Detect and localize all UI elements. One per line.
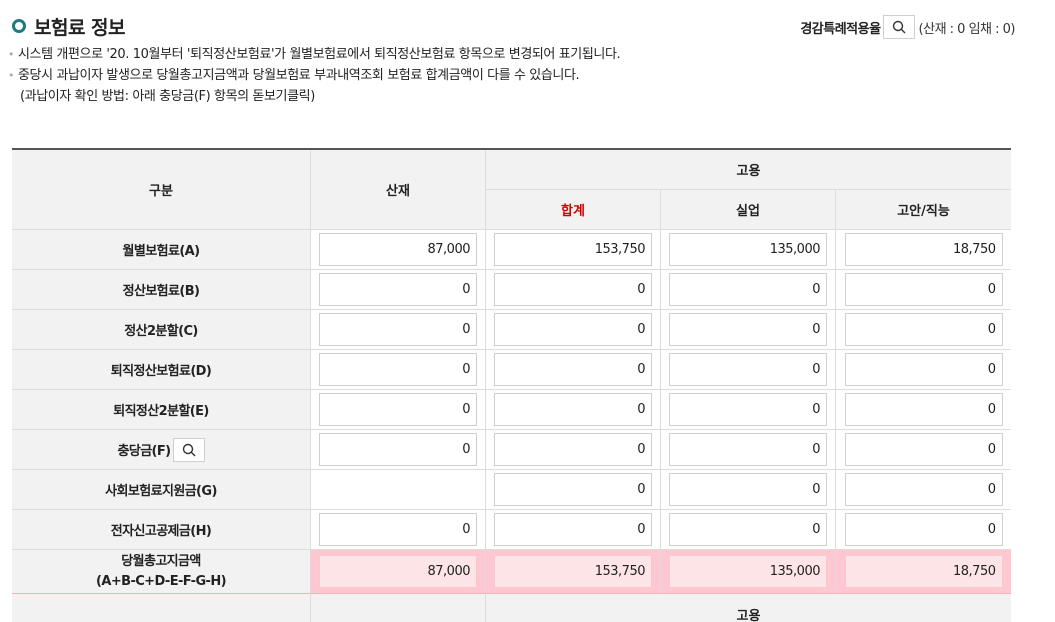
total-label-line1: 당월총고지금액 bbox=[121, 553, 201, 569]
note-subtext: (과납이자 확인 방법: 아래 충당금(F) 항목의 돋보기클릭) bbox=[20, 89, 315, 104]
row-label: 정산보험료(B) bbox=[12, 270, 311, 310]
unemployment-value-input[interactable]: 0 bbox=[669, 273, 827, 306]
header-stability: 고안/직능 bbox=[836, 190, 1011, 230]
total-value-input[interactable]: 0 bbox=[494, 473, 652, 506]
special-rate-label: 경감특례적용율 bbox=[800, 21, 881, 37]
table-row: 전자신고공제금(H) 0 0 0 0 bbox=[12, 510, 1011, 550]
next-header-goyong: 고용 bbox=[486, 594, 1011, 622]
header-sanjae: 산재 bbox=[311, 150, 486, 230]
table-row: 사회보험료지원금(G) 0 0 0 bbox=[12, 470, 1011, 510]
row-label-with-search: 충당금(F) bbox=[12, 430, 311, 470]
note-item: • 중당시 과납이자 발생으로 당월총고지금액과 당월보험료 부과내역조회 보험… bbox=[8, 65, 620, 86]
sanjae-value-input[interactable]: 0 bbox=[319, 353, 477, 386]
bullet-dot-icon: • bbox=[8, 69, 15, 82]
stability-value-input[interactable]: 0 bbox=[844, 393, 1003, 426]
total-label-line2: (A+B-C+D-E-F-G-H) bbox=[96, 573, 227, 589]
total-row: 당월총고지금액 (A+B-C+D-E-F-G-H) 87,000 153,750… bbox=[12, 550, 1011, 594]
next-header-category bbox=[12, 594, 311, 622]
special-rate-area: 경감특례적용율 (산재 : 0 임채 : 0) bbox=[800, 15, 1016, 39]
row-label: 퇴직정산보험료(D) bbox=[12, 350, 311, 390]
total-value-input[interactable]: 0 bbox=[494, 273, 652, 306]
unemployment-value-input[interactable]: 135,000 bbox=[669, 233, 827, 266]
sanjae-value-input[interactable]: 0 bbox=[319, 273, 477, 306]
empty-cell bbox=[311, 470, 486, 510]
sanjae-value-input[interactable]: 0 bbox=[319, 393, 477, 426]
special-rate-stat: (산재 : 0 임채 : 0) bbox=[918, 21, 1016, 37]
next-header-sanjae bbox=[311, 594, 486, 622]
unemployment-value-input[interactable]: 0 bbox=[669, 313, 827, 346]
total-value-input[interactable]: 0 bbox=[494, 313, 652, 346]
table-row: 정산보험료(B) 0 0 0 0 bbox=[12, 270, 1011, 310]
header-total: 합계 bbox=[486, 190, 661, 230]
sanjae-value-input[interactable]: 0 bbox=[319, 513, 477, 546]
table-header: 구분 산재 고용 합계 실업 고안/직능 bbox=[12, 150, 1011, 230]
table-row: 퇴직정산2분할(E) 0 0 0 0 bbox=[12, 390, 1011, 430]
note-item: • 시스템 개편으로 '20. 10월부터 '퇴직정산보험료'가 월별보험료에서… bbox=[8, 44, 621, 65]
row-label: 퇴직정산2분할(E) bbox=[12, 390, 311, 430]
total-row-label: 당월총고지금액 (A+B-C+D-E-F-G-H) bbox=[12, 550, 311, 594]
section-header: 보험료 정보 bbox=[12, 12, 126, 40]
note-text: 중당시 과납이자 발생으로 당월총고지금액과 당월보험료 부과내역조회 보험료 … bbox=[18, 68, 580, 83]
total-value-input[interactable]: 0 bbox=[494, 393, 652, 426]
row-label: 월별보험료(A) bbox=[12, 230, 311, 270]
unemployment-value-input[interactable]: 0 bbox=[669, 433, 827, 466]
table-row: 월별보험료(A) 87,000 153,750 135,000 18,750 bbox=[12, 230, 1011, 270]
search-icon bbox=[892, 20, 906, 34]
circle-bullet-icon bbox=[12, 19, 26, 33]
table-row: 충당금(F) 0 0 0 0 bbox=[12, 430, 1011, 470]
reserve-search-button[interactable] bbox=[172, 437, 205, 462]
stability-value-input[interactable]: 0 bbox=[844, 313, 1003, 346]
row-label: 충당금(F) bbox=[117, 444, 171, 459]
total-total-input[interactable]: 153,750 bbox=[494, 555, 652, 588]
unemployment-value-input[interactable]: 0 bbox=[669, 393, 827, 426]
sanjae-value-input[interactable]: 87,000 bbox=[319, 233, 477, 266]
premium-table: 구분 산재 고용 합계 실업 고안/직능 월별보험료(A) 87,000 153… bbox=[12, 148, 1011, 622]
sanjae-value-input[interactable]: 0 bbox=[319, 313, 477, 346]
notes: • 시스템 개편으로 '20. 10월부터 '퇴직정산보험료'가 월별보험료에서… bbox=[8, 44, 621, 107]
row-label: 전자신고공제금(H) bbox=[12, 510, 311, 550]
special-rate-search-button[interactable] bbox=[882, 15, 915, 39]
header-goyong-group: 고용 합계 실업 고안/직능 bbox=[486, 150, 1011, 230]
sanjae-value-input[interactable]: 0 bbox=[319, 433, 477, 466]
unemployment-value-input[interactable]: 0 bbox=[669, 473, 827, 506]
row-label: 사회보험료지원금(G) bbox=[12, 470, 311, 510]
header-unemployment: 실업 bbox=[661, 190, 836, 230]
stability-value-input[interactable]: 0 bbox=[844, 433, 1003, 466]
search-icon bbox=[182, 443, 196, 456]
total-value-input[interactable]: 0 bbox=[494, 433, 652, 466]
total-value-input[interactable]: 0 bbox=[494, 513, 652, 546]
note-text: 시스템 개편으로 '20. 10월부터 '퇴직정산보험료'가 월별보험료에서 퇴… bbox=[18, 47, 621, 62]
stability-value-input[interactable]: 0 bbox=[844, 273, 1003, 306]
header-goyong: 고용 bbox=[486, 150, 1011, 190]
table-row: 정산2분할(C) 0 0 0 0 bbox=[12, 310, 1011, 350]
stability-total-input[interactable]: 18,750 bbox=[844, 555, 1003, 588]
stability-value-input[interactable]: 0 bbox=[844, 353, 1003, 386]
unemployment-total-input[interactable]: 135,000 bbox=[669, 555, 827, 588]
row-label: 정산2분할(C) bbox=[12, 310, 311, 350]
bullet-dot-icon: • bbox=[8, 48, 15, 61]
section-title: 보험료 정보 bbox=[34, 16, 126, 39]
stability-value-input[interactable]: 18,750 bbox=[844, 233, 1003, 266]
unemployment-value-input[interactable]: 0 bbox=[669, 513, 827, 546]
table-row: 퇴직정산보험료(D) 0 0 0 0 bbox=[12, 350, 1011, 390]
stability-value-input[interactable]: 0 bbox=[844, 473, 1003, 506]
header-category: 구분 bbox=[12, 150, 311, 230]
stability-value-input[interactable]: 0 bbox=[844, 513, 1003, 546]
total-value-input[interactable]: 153,750 bbox=[494, 233, 652, 266]
unemployment-value-input[interactable]: 0 bbox=[669, 353, 827, 386]
total-value-input[interactable]: 0 bbox=[494, 353, 652, 386]
sanjae-total-input[interactable]: 87,000 bbox=[319, 555, 477, 588]
next-table-header: 고용 bbox=[12, 594, 1011, 622]
